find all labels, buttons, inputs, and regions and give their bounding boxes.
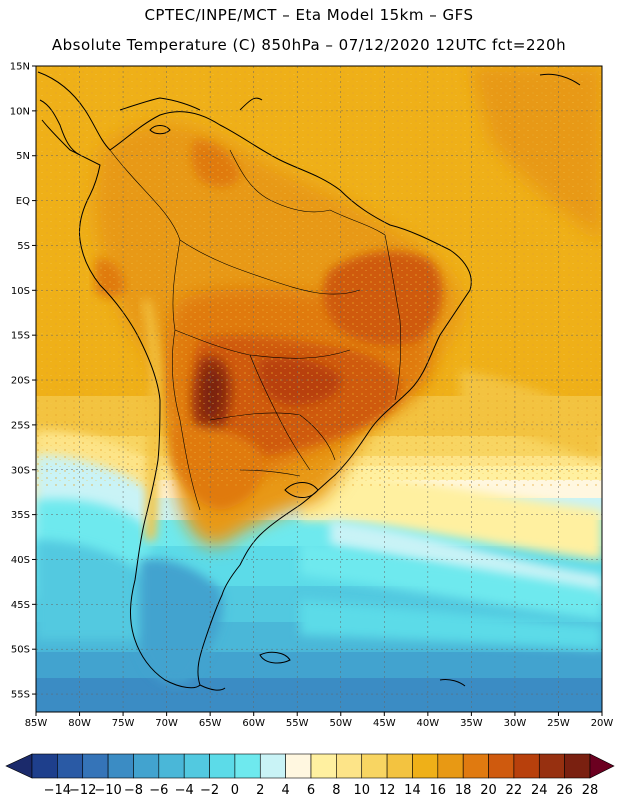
longitude-labels: 85W 80W 75W 70W 65W 60W 55W 50W 45W 40W 35W 30W 25W 2… [25,712,614,729]
colorbar-swatch [57,753,84,779]
colorbar-label: 0 [231,783,239,798]
colorbar-swatch [183,753,210,779]
temperature-field [36,66,602,712]
colorbar-label: 14 [404,783,421,798]
lon-label: 85W [25,718,48,729]
lon-label: 65W [199,718,222,729]
title-line-1: CPTEC/INPE/MCT – Eta Model 15km – GFS [144,6,474,24]
latitude-labels: 15N 10N 5N EQ 5S 10S 15S 20S 25S 30S 35S 40S 45S 50S 5… [10,62,36,701]
lon-label: 30W [504,718,527,729]
lat-label: 15S [11,331,30,342]
colorbar-over-triangle [589,753,615,779]
lon-label: 50W [329,718,352,729]
colorbar-swatch [158,753,185,779]
lat-label: 10N [10,106,30,117]
lon-label: 35W [460,718,483,729]
lon-label: 20W [591,718,614,729]
colorbar-swatch [488,753,515,779]
title-line-2: Absolute Temperature (C) 850hPa – 07/12/… [51,36,567,54]
colorbar-swatch [564,753,591,779]
colorbar-label: 10 [353,783,370,798]
colorbar-swatch [462,753,489,779]
lat-label: 10S [11,286,30,297]
lat-label: 20S [11,376,30,387]
colorbar-swatch [412,753,439,779]
lat-label: 30S [11,465,30,476]
lat-label: 5S [17,241,30,252]
lon-label: 45W [373,718,396,729]
lon-label: 40W [417,718,440,729]
colorbar-label: 24 [531,783,548,798]
colorbar-label: −6 [149,783,168,798]
colorbar-swatch [133,753,160,779]
lon-label: 60W [242,718,265,729]
colorbar-swatch [285,753,312,779]
colorbar: −14−12−10 −8 −6 −4 −2 0 2 4 6 8 10 12 14 16 18 20 22 24 26… [5,753,615,798]
colorbar-label: 2 [256,783,264,798]
colorbar-swatch [209,753,236,779]
colorbar-under-triangle [5,753,33,779]
lat-label: 5N [16,151,30,162]
colorbar-label: −10 [94,783,121,798]
colorbar-label: −14 [44,783,71,798]
colorbar-swatch [386,753,413,779]
colorbar-label: 26 [556,783,573,798]
lon-label: 80W [68,718,91,729]
colorbar-swatch [310,753,337,779]
colorbar-label: 12 [379,783,396,798]
lon-label: 70W [155,718,178,729]
colorbar-swatch [31,753,58,779]
coastlines [37,71,581,691]
colorbar-label: 20 [480,783,497,798]
colorbar-swatch [107,753,134,779]
colorbar-swatch [259,753,286,779]
colorbar-label: 22 [506,783,523,798]
colorbar-swatch [437,753,464,779]
lat-label: 25S [11,420,30,431]
colorbar-swatch [538,753,565,779]
lat-label: 55S [11,690,30,701]
lat-label: 15N [10,62,30,73]
colorbar-label: 8 [332,783,340,798]
lat-label: 40S [11,555,30,566]
colorbar-swatch [361,753,388,779]
lon-label: 25W [547,718,570,729]
lat-label: 50S [11,645,30,656]
lat-label: 35S [11,510,30,521]
colorbar-label: −4 [175,783,194,798]
lat-label: 45S [11,600,30,611]
colorbar-swatch [336,753,363,779]
map-frame [35,65,603,713]
lat-label: EQ [16,196,30,207]
lon-label: 55W [286,718,309,729]
colorbar-label: 4 [281,783,289,798]
colorbar-swatch [513,753,540,779]
colorbar-label: 6 [307,783,315,798]
colorbar-label: 28 [582,783,599,798]
political-borders [109,149,402,511]
colorbar-label: −2 [200,783,219,798]
colorbar-label: 16 [430,783,447,798]
colorbar-label: −12 [69,783,96,798]
colorbar-label: −8 [124,783,143,798]
colorbar-swatch [82,753,109,779]
colorbar-swatch [234,753,261,779]
lon-label: 75W [112,718,135,729]
colorbar-label: 18 [455,783,472,798]
